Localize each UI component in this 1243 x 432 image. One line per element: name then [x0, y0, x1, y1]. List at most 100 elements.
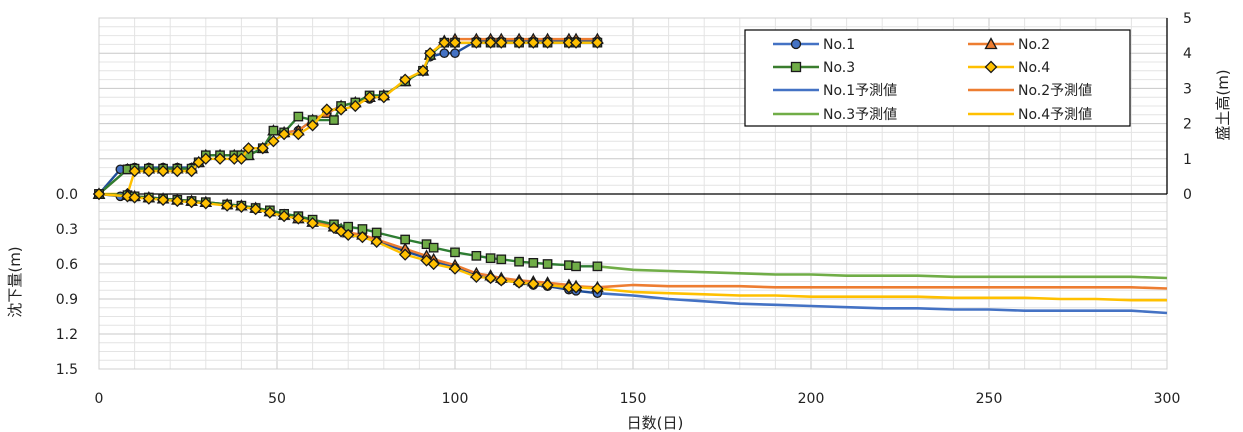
settlement-point — [495, 274, 508, 287]
x-tick-label: 150 — [620, 391, 647, 407]
settlement-point — [514, 256, 524, 267]
settlement-point — [592, 261, 603, 272]
legend-marker — [790, 61, 802, 73]
legend-box — [744, 29, 1131, 127]
fill-height-point — [399, 73, 412, 86]
fill-height-point — [292, 128, 305, 141]
fill-height-point — [377, 91, 390, 104]
settlement-point — [527, 277, 540, 290]
legend-label-no1-pred: No.1予測値 — [823, 83, 897, 99]
left-axis-label: 沈下量(m) — [6, 246, 24, 317]
legend-label-no1: No.1 — [823, 37, 855, 53]
settlement-point — [450, 247, 460, 258]
left-tick-label: 0.3 — [56, 222, 78, 238]
legend-marker — [984, 37, 998, 50]
left-tick-label: 1.5 — [56, 362, 78, 378]
x-tick-label: 100 — [442, 391, 469, 407]
settlement-point — [142, 192, 155, 205]
left-tick-label: 1.2 — [56, 327, 78, 343]
settlement-point — [306, 217, 319, 230]
settlement-point — [400, 234, 411, 245]
fill-height-point — [213, 152, 227, 165]
fill-height-point — [329, 115, 339, 125]
fill-height-point — [293, 111, 304, 122]
x-tick-label: 0 — [95, 391, 104, 407]
fill-height-point — [591, 36, 604, 49]
predicted-line — [597, 265, 1168, 280]
fill-height-point — [484, 36, 497, 49]
fill-height-point — [363, 91, 376, 104]
fill-height-point — [438, 36, 451, 49]
settlement-point — [485, 253, 496, 264]
fill-height-point — [349, 99, 362, 113]
settlement-point — [199, 197, 212, 210]
predicted-line — [597, 287, 1167, 302]
settlement-point — [470, 270, 483, 283]
fill-height-point — [541, 36, 554, 49]
settlement-point — [448, 262, 462, 275]
settlement-point — [156, 193, 170, 206]
fill-height-point — [527, 36, 540, 49]
right-tick-label: 2 — [1183, 117, 1192, 133]
fill-height-point — [439, 48, 450, 59]
right-tick-labels: 0 1 2 3 4 5 — [1183, 11, 1192, 203]
settlement-point — [342, 228, 355, 241]
settlement-series — [92, 187, 604, 295]
left-tick-label: 0.6 — [56, 257, 78, 273]
fill-height-point — [423, 47, 437, 60]
legend-label-no3-pred: No.3予測値 — [823, 107, 897, 123]
fill-height-point — [450, 48, 460, 59]
settlement-point — [278, 210, 291, 223]
x-tick-label: 200 — [798, 391, 825, 407]
x-tick-labels: 0 50 100 150 200 250 300 — [95, 391, 1181, 407]
settlement-point — [496, 254, 507, 265]
right-tick-label: 0 — [1183, 187, 1192, 203]
settlement-point — [569, 281, 583, 294]
predicted-series — [597, 265, 1168, 315]
fill-height-point — [495, 36, 508, 49]
legend: No.1 No.2 No.3 No.4 No.1予測値 No.2予測値 No.3… — [744, 29, 1131, 127]
right-tick-label: 5 — [1183, 11, 1192, 27]
fill-height-point — [306, 119, 319, 132]
legend-label-no2-pred: No.2予測値 — [1018, 83, 1092, 99]
fill-height-point — [128, 165, 141, 178]
legend-label-no4-pred: No.4予測値 — [1018, 107, 1092, 123]
fill-height-point — [569, 36, 583, 49]
predicted-line — [597, 283, 1168, 290]
fill-height-point — [171, 165, 184, 178]
fill-height-point — [242, 142, 255, 155]
fill-height-point — [268, 125, 279, 136]
predicted-line — [597, 291, 1168, 315]
fill-height-point — [278, 128, 291, 141]
fill-height-point — [320, 103, 333, 116]
fill-height-point — [416, 64, 430, 77]
fill-height-point — [256, 142, 269, 155]
settlement-point — [399, 248, 412, 261]
left-tick-label: 0.0 — [56, 187, 78, 203]
settlement-point — [427, 257, 440, 271]
x-axis-label: 日数(日) — [627, 414, 684, 432]
x-tick-label: 50 — [268, 391, 286, 407]
settlement-point — [185, 196, 198, 209]
legend-label-no4: No.4 — [1018, 60, 1050, 76]
fill-height-point — [142, 165, 155, 178]
right-axis-label: 盛土高(m) — [1214, 69, 1232, 140]
legend-label-no2: No.2 — [1018, 37, 1050, 53]
left-tick-labels: 0.0 0.3 0.6 0.9 1.2 1.5 — [56, 187, 78, 378]
settlement-point — [428, 242, 439, 253]
legend-label-no3: No.3 — [823, 60, 855, 76]
fill-height-point — [512, 36, 526, 49]
right-tick-label: 3 — [1183, 81, 1192, 97]
fill-height-point — [185, 165, 198, 178]
settlement-point — [471, 250, 482, 261]
settlement-point — [356, 231, 369, 244]
settlement-point — [512, 276, 526, 289]
settlement-point — [370, 235, 383, 248]
settlement-point — [292, 212, 305, 225]
settlement-point — [92, 187, 106, 201]
legend-marker — [984, 60, 998, 74]
fill-height-point — [235, 152, 248, 165]
fill-height-point — [470, 36, 483, 49]
settlement-point — [171, 194, 184, 208]
